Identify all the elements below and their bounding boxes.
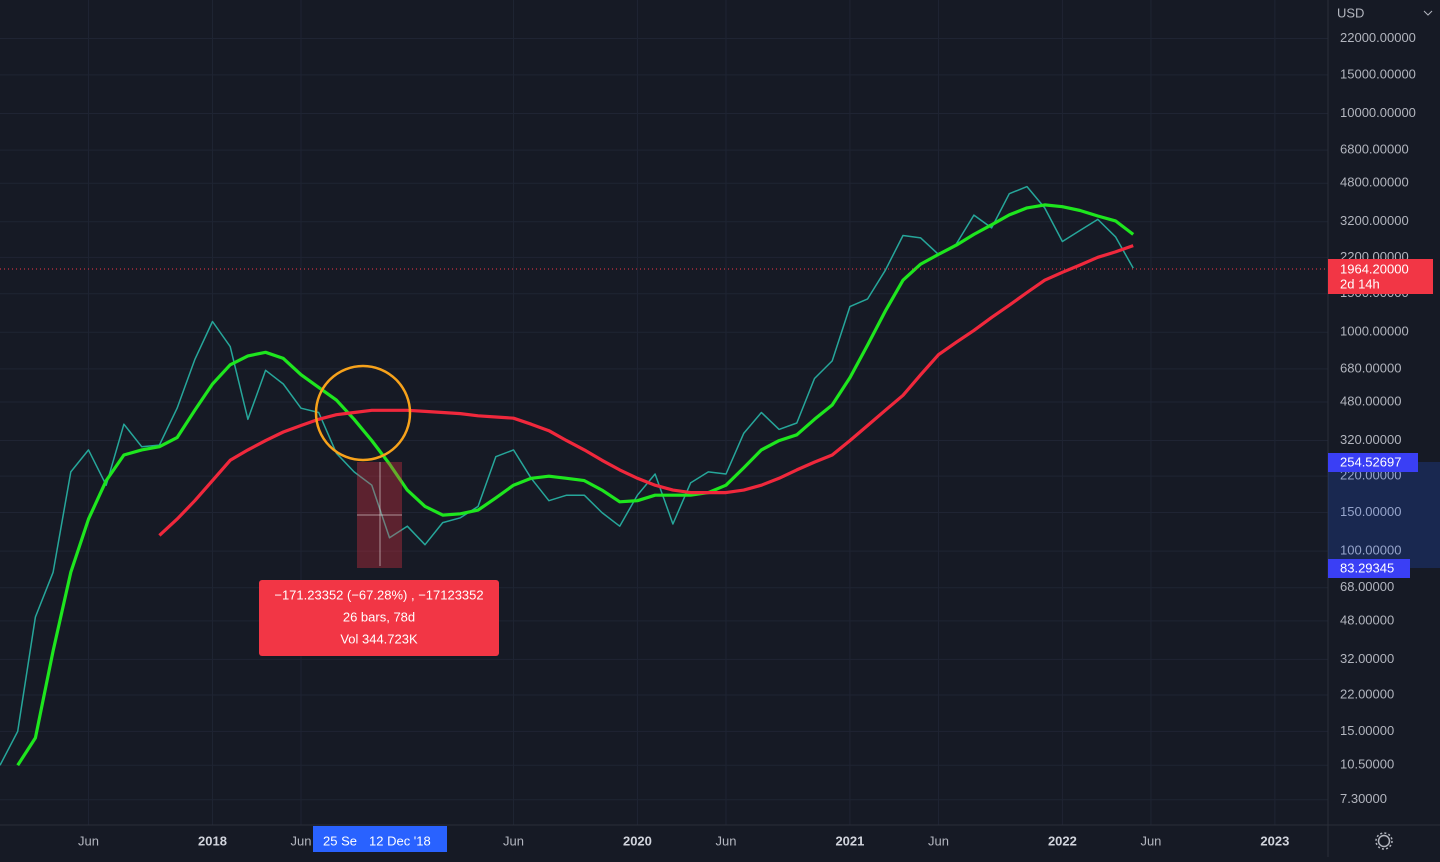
settings-icon[interactable] [1377,834,1391,848]
settings-icon[interactable] [1375,832,1393,850]
range-low-tag [1328,559,1410,578]
y-tick-label: 1000.00000 [1340,324,1409,339]
highlight-circle [314,364,412,462]
measure-change: −171.23352 (−67.28%) , −17123352 [274,587,483,602]
y-tick-label: 15.00000 [1340,723,1394,738]
moving-average [16,203,1135,767]
currency: USD [1337,5,1364,20]
range-high: 254.52697 [1340,454,1401,469]
x-tick-label: Jun [928,833,949,848]
x-tick-label: Jun [1140,833,1161,848]
y-axis: 22000.00000 15000.00000 10000.00000 6800.00… [1340,30,1416,806]
y-tick-label: 10000.00000 [1340,105,1416,120]
range-high-tag [1328,453,1418,472]
y-tick-label: 6800.00000 [1340,142,1409,157]
y-tick-label: 68.00000 [1340,579,1394,594]
range-date-tag [313,826,447,852]
x-tick-label: Jun [291,833,312,848]
x-axis: Jun 2018 Jun Jun 2020 Jun 2021 Jun 2022 Jun 2023 [78,833,1289,848]
moving-average [158,244,1134,537]
countdown: 2d 14h [1340,276,1380,291]
y-tick-label: 150.00000 [1340,504,1401,519]
range-end: 12 Dec '18 [369,833,431,848]
y-tick-label: 480.00000 [1340,393,1401,408]
last-price: 1964.20000 [1340,261,1409,276]
x-tick-label: 2022 [1048,833,1077,848]
x-tick-label: 2021 [835,833,864,848]
settings-button[interactable] [1375,832,1393,850]
y-tick-label: 22.00000 [1340,686,1394,701]
x-tick-label: Jun [78,833,99,848]
y-tick-label: 3200.00000 [1340,213,1409,228]
y-tick-label: 48.00000 [1340,612,1394,627]
y-tick-label: 10.50000 [1340,757,1394,772]
measure-bars: 26 bars, 78d [343,609,415,624]
range-low: 83.29345 [1340,560,1394,575]
measure-volume: Vol 344.723K [340,631,418,646]
x-tick-label: 2020 [623,833,652,848]
range-band [1328,462,1440,568]
x-tick-label: Jun [503,833,524,848]
plot [0,185,1135,767]
x-tick-label: 2023 [1260,833,1289,848]
grid [0,0,1328,825]
currency-dropdown[interactable] [1423,10,1433,16]
range-start: 25 Se [323,833,357,848]
y-tick-label: 320.00000 [1340,432,1401,447]
x-tick-label: 2018 [198,833,227,848]
last-price-tag [1328,259,1433,294]
y-tick-label: 7.30000 [1340,791,1387,806]
y-tick-label: 32.00000 [1340,651,1394,666]
y-tick-label: 4800.00000 [1340,175,1409,190]
y-tick-label: 100.00000 [1340,543,1401,558]
y-tick-label: 15000.00000 [1340,66,1416,81]
y-tick-label: 680.00000 [1340,360,1401,375]
measure-tooltip [259,580,499,656]
y-tick-label: 22000.00000 [1340,30,1416,45]
x-tick-label: Jun [715,833,736,848]
